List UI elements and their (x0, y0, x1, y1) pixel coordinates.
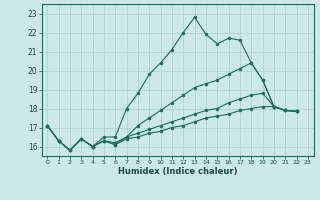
X-axis label: Humidex (Indice chaleur): Humidex (Indice chaleur) (118, 167, 237, 176)
